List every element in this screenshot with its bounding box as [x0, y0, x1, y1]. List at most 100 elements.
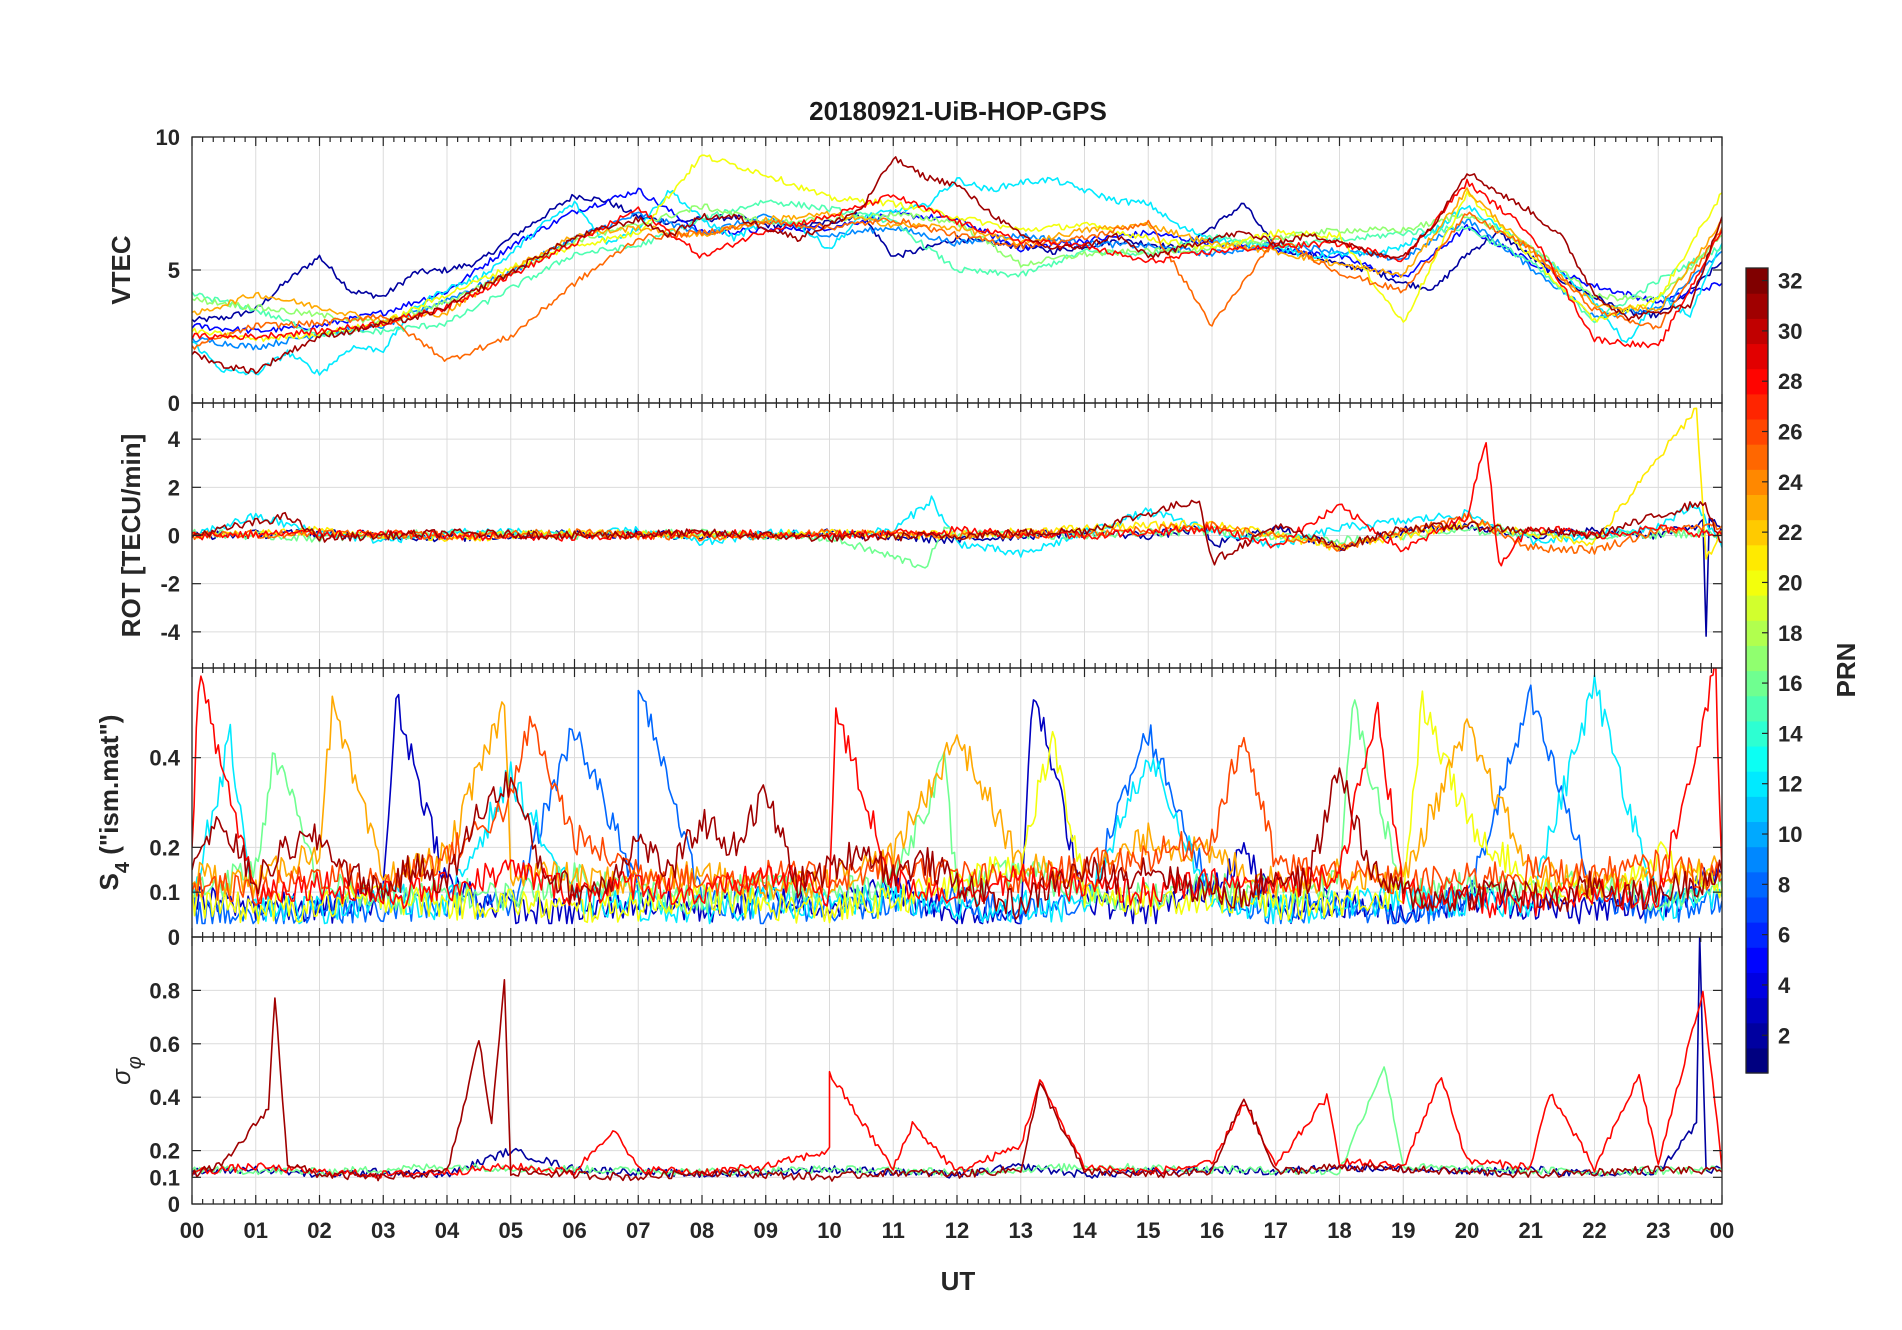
colorbar-tick-label: 4	[1778, 973, 1791, 998]
x-tick-label: 00	[180, 1218, 204, 1243]
colorbar-swatch	[1746, 645, 1768, 672]
series-prn-5	[192, 187, 1722, 334]
colorbar-swatch	[1746, 670, 1768, 697]
series-prn-28	[192, 990, 1722, 1179]
series-prn-15	[192, 199, 1722, 337]
x-tick-label: 14	[1072, 1218, 1097, 1243]
colorbar-swatch	[1746, 368, 1768, 395]
x-tick-label: 20	[1455, 1218, 1479, 1243]
y-tick-label: 0.4	[149, 1085, 180, 1110]
y-tick-label: 0	[168, 524, 180, 549]
x-tick-label: 04	[435, 1218, 460, 1243]
x-axis-label: UT	[941, 1266, 976, 1296]
y-tick-label: 0.2	[149, 1139, 180, 1164]
colorbar-swatch	[1746, 620, 1768, 646]
colorbar-swatch	[1746, 745, 1768, 772]
colorbar-swatch	[1746, 972, 1768, 999]
colorbar-tick-label: 20	[1778, 570, 1802, 595]
colorbar-tick-label: 8	[1778, 872, 1790, 897]
series-prn-31	[192, 499, 1722, 566]
series-group	[192, 937, 1722, 1182]
colorbar-swatch	[1746, 821, 1768, 848]
colorbar-swatch	[1746, 922, 1768, 948]
colorbar-tick-label: 18	[1778, 621, 1802, 646]
chart-title: 20180921-UiB-HOP-GPS	[809, 96, 1107, 126]
x-tick-label: 17	[1264, 1218, 1288, 1243]
y-tick-label: 4	[168, 427, 181, 452]
x-tick-label: 13	[1009, 1218, 1033, 1243]
colorbar-swatch	[1746, 444, 1768, 470]
colorbar-tick-label: 22	[1778, 520, 1802, 545]
colorbar-label: PRN	[1831, 643, 1861, 698]
y-label-sub: φ	[124, 1056, 146, 1069]
y-tick-label: 0.4	[149, 746, 180, 771]
series-group	[192, 407, 1722, 637]
series-prn-31	[192, 767, 1722, 920]
panel-vtec: 0 5 10 VTEC	[106, 125, 1723, 416]
series-group	[192, 668, 1722, 925]
colorbar-swatch	[1746, 947, 1768, 973]
colorbar-tick-label: 24	[1778, 470, 1803, 495]
x-tick-label: 18	[1327, 1218, 1351, 1243]
x-tick-label: 07	[626, 1218, 650, 1243]
colorbar-swatch	[1746, 268, 1768, 294]
series-prn-2	[192, 193, 1722, 323]
colorbar-swatch	[1746, 846, 1768, 873]
series-prn-9	[192, 211, 1722, 351]
y-tick-label: 5	[168, 258, 180, 283]
colorbar-tick-label: 14	[1778, 721, 1803, 746]
panel-rot: -4 -2 0 2 4 ROT [TECU/min]	[116, 402, 1723, 669]
colorbar-swatch	[1746, 343, 1768, 370]
colorbar-tick-label: 2	[1778, 1023, 1790, 1048]
y-tick-label: 0	[168, 391, 180, 416]
series-prn-23	[192, 187, 1722, 324]
y-tick-label: 2	[168, 475, 180, 500]
y-tick-label: 0.1	[149, 880, 180, 905]
y-tick-label: -2	[160, 572, 180, 597]
colorbar-swatch	[1746, 871, 1768, 898]
series-prn-26	[192, 715, 1722, 906]
x-tick-label: 03	[371, 1218, 395, 1243]
x-tick-label: 12	[945, 1218, 969, 1243]
colorbar-swatch	[1746, 695, 1768, 722]
y-tick-label: 0.6	[149, 1032, 180, 1057]
series-prn-25	[192, 211, 1722, 362]
y-tick-label: -4	[160, 620, 180, 645]
x-tick-label: 06	[562, 1218, 586, 1243]
colorbar-swatch	[1746, 393, 1768, 420]
y-tick-label: 10	[156, 125, 180, 150]
x-tick-label: 09	[754, 1218, 778, 1243]
y-label-main: S	[94, 873, 124, 890]
colorbar-swatch	[1746, 771, 1768, 797]
colorbar-tick-label: 6	[1778, 923, 1790, 948]
colorbar-swatch	[1746, 318, 1768, 345]
x-tick-label: 22	[1582, 1218, 1606, 1243]
y-axis-label-s4: S4 ("ism.mat")	[94, 715, 134, 891]
panel-s4: 0 0.1 0.2 0.4 S4 ("ism.mat")	[94, 667, 1723, 950]
series-prn-2	[192, 937, 1722, 1179]
colorbar-swatch	[1746, 595, 1768, 621]
x-tick-label: 10	[817, 1218, 841, 1243]
series-prn-31	[192, 979, 1722, 1182]
series-prn-20	[192, 154, 1722, 343]
x-tick-label: 23	[1646, 1218, 1670, 1243]
colorbar-tick-label: 10	[1778, 822, 1802, 847]
series-prn-12	[192, 176, 1722, 376]
colorbar-swatch	[1746, 519, 1768, 546]
colorbar-tick-label: 16	[1778, 671, 1802, 696]
series-prn-31	[192, 156, 1722, 375]
x-tick-labels: 00 01 02 03 04 05 06 07 08 09 10 11 12 13 14 15 16 17 18 19…	[180, 1218, 1734, 1243]
x-tick-label: 11	[882, 1218, 905, 1243]
colorbar-frame	[1745, 267, 1769, 1074]
x-tick-label: 01	[244, 1218, 268, 1243]
colorbar-tick-label: 32	[1778, 269, 1802, 294]
x-tick-label: 00	[1710, 1218, 1734, 1243]
y-tick-label: 0	[168, 1192, 180, 1217]
y-label-sub: 4	[112, 861, 134, 873]
y-axis-label-rot: ROT [TECU/min]	[116, 434, 146, 638]
x-tick-label: 21	[1519, 1218, 1543, 1243]
colorbar-swatch	[1746, 796, 1768, 823]
colorbar-swatch	[1746, 544, 1768, 571]
